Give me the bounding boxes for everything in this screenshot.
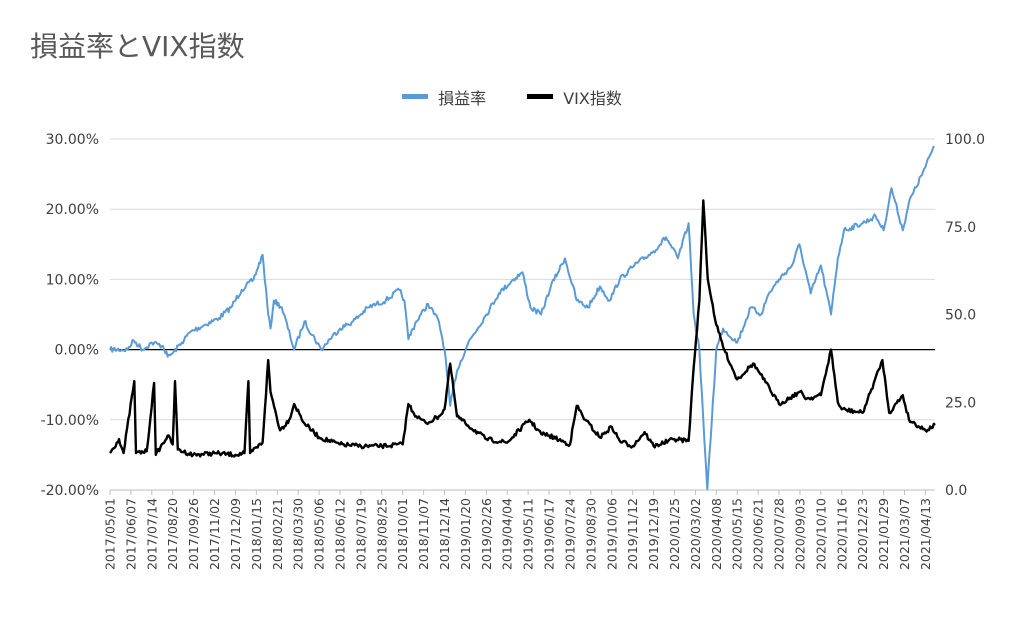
x-tick-label: 2021/04/13 xyxy=(918,498,933,570)
x-tick-label: 2020/04/08 xyxy=(709,498,724,570)
series-profit-rate xyxy=(109,145,935,491)
x-tick-label: 2017/05/01 xyxy=(103,498,118,570)
legend-swatch-vix xyxy=(527,94,554,99)
x-tick-label: 2019/08/30 xyxy=(583,498,598,570)
legend-label-profit-rate: 損益率 xyxy=(438,88,487,108)
y-left-tick-label: 0.00% xyxy=(55,343,99,359)
x-tick-label: 2017/12/09 xyxy=(228,498,243,570)
x-tick-label: 2017/07/14 xyxy=(144,498,159,570)
x-tick-label: 2019/04/04 xyxy=(500,498,515,570)
x-tick-label: 2018/10/01 xyxy=(395,498,410,570)
x-tick-label: 2019/11/12 xyxy=(625,498,640,570)
x-tick-label: 2018/11/07 xyxy=(416,498,431,570)
x-tick-label: 2017/09/26 xyxy=(186,498,201,570)
x-tick-label: 2018/08/25 xyxy=(374,498,389,570)
x-tick-label: 2021/03/07 xyxy=(897,498,912,570)
x-tick-label: 2017/08/20 xyxy=(165,498,180,570)
x-tick-label: 2019/05/11 xyxy=(521,498,536,570)
y-right-tick-label: 0.0 xyxy=(945,483,967,499)
x-tick-label: 2017/06/07 xyxy=(123,498,138,570)
y-left-tick-label: -10.00% xyxy=(41,413,99,429)
x-tick-label: 2020/03/02 xyxy=(688,498,703,570)
legend: 損益率 VIX指数 xyxy=(0,84,1024,109)
x-tick-label: 2019/10/06 xyxy=(604,498,619,570)
y-right-tick-label: 100.0 xyxy=(945,132,985,148)
gridlines xyxy=(110,138,935,491)
x-tick-label: 2020/09/03 xyxy=(792,498,807,570)
chart-title: 損益率とVIX指数 xyxy=(30,30,245,63)
x-tick-label: 2018/02/21 xyxy=(270,498,285,570)
y-left-tick-label: -20.00% xyxy=(41,483,99,499)
x-tick-label: 2018/01/15 xyxy=(249,498,264,570)
x-tick-label: 2020/10/10 xyxy=(813,498,828,570)
legend-item-profit-rate: 損益率 xyxy=(402,85,486,109)
x-tick-label: 2020/07/28 xyxy=(772,498,787,570)
y-left-tick-label: 10.00% xyxy=(46,272,99,288)
y-right-tick-label: 50.0 xyxy=(945,308,976,324)
x-tick-label: 2018/07/19 xyxy=(353,498,368,570)
profit-rate-line xyxy=(109,145,935,491)
legend-swatch-profit-rate xyxy=(402,94,429,99)
y-right-tick-label: 75.0 xyxy=(945,220,976,236)
x-tick-label: 2020/05/15 xyxy=(730,498,745,570)
x-tick-label: 2021/01/29 xyxy=(876,498,891,570)
x-tick-label: 2018/03/30 xyxy=(291,498,306,570)
vix-line xyxy=(109,199,936,458)
x-tick-label: 2018/06/12 xyxy=(332,498,347,570)
x-tick-label: 2018/12/14 xyxy=(437,498,452,570)
y-left-tick-label: 20.00% xyxy=(46,202,99,218)
y-axis-left: 30.00% 20.00% 10.00% 0.00% -10.00% -20.00% xyxy=(41,132,99,499)
x-tick-label: 2020/12/23 xyxy=(855,498,870,570)
x-tick-label: 2019/01/20 xyxy=(458,498,473,570)
y-left-tick-label: 30.00% xyxy=(46,132,99,148)
y-axis-right: 100.0 75.0 50.0 25.0 0.0 xyxy=(945,132,985,499)
x-tick-label: 2019/06/17 xyxy=(542,498,557,570)
x-tick-label: 2019/02/26 xyxy=(479,498,494,570)
y-right-tick-label: 25.0 xyxy=(945,395,976,411)
x-tick-label: 2018/05/06 xyxy=(312,498,327,570)
x-tick-label: 2020/06/21 xyxy=(751,498,766,570)
legend-item-vix: VIX指数 xyxy=(527,85,622,109)
x-tick-label: 2019/07/24 xyxy=(562,498,577,570)
x-axis: 2017/05/01 2017/06/07 2017/07/14 2017/08/20… xyxy=(103,489,935,570)
x-tick-label: 2020/11/16 xyxy=(834,498,849,570)
x-tick-label: 2017/11/02 xyxy=(207,498,222,570)
x-tick-label: 2019/12/19 xyxy=(646,498,661,570)
legend-label-vix: VIX指数 xyxy=(563,88,622,108)
series-vix xyxy=(109,199,936,458)
x-tick-label: 2020/01/25 xyxy=(667,498,682,570)
